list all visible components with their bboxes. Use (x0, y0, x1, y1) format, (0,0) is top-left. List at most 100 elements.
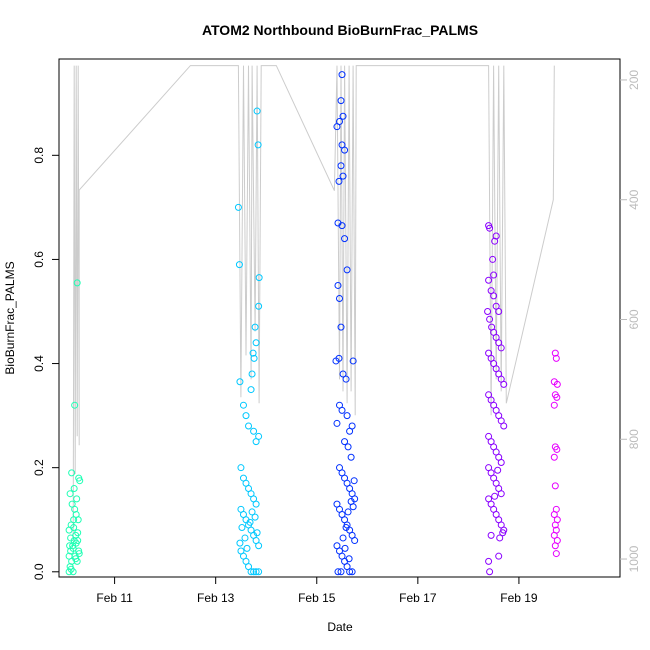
data-point (486, 315, 494, 323)
y-axis: 0.0 0.2 0.4 0.6 0.8 (32, 147, 59, 580)
data-point (69, 544, 77, 552)
data-point (248, 370, 256, 378)
data-point (489, 255, 497, 263)
data-point (66, 490, 74, 498)
data-point (255, 542, 263, 550)
data-point (341, 146, 349, 154)
data-point (485, 276, 493, 284)
data-point (495, 307, 503, 315)
data-point (235, 261, 243, 269)
data-point (71, 505, 79, 513)
data-point (255, 432, 263, 440)
data-point (550, 401, 558, 409)
data-point (339, 112, 347, 120)
data-point (345, 555, 353, 563)
right-tick-label: 600 (627, 309, 641, 329)
data-point (333, 123, 341, 131)
plot-area (58, 58, 621, 578)
data-point (551, 349, 559, 357)
chart-title: ATOM2 Northbound BioBurnFrac_PALMS (202, 22, 478, 38)
data-point (246, 518, 254, 526)
data-point (252, 339, 260, 347)
data-point (255, 274, 263, 282)
data-point (250, 427, 258, 435)
data-point (500, 422, 508, 430)
data-point (342, 375, 350, 383)
right-tick-label: 200 (627, 70, 641, 90)
data-point (236, 539, 244, 547)
data-point (254, 141, 262, 149)
data-point (349, 357, 357, 365)
data-point (487, 531, 495, 539)
right-tick-label: 400 (627, 189, 641, 209)
data-point (490, 292, 498, 300)
data-point (341, 235, 349, 243)
data-point (497, 490, 505, 498)
x-axis-label: Date (327, 620, 353, 634)
data-point (253, 529, 261, 537)
data-point (241, 534, 249, 542)
data-point (347, 453, 355, 461)
data-point (250, 354, 258, 362)
altitude-polyline (72, 65, 555, 542)
data-point (333, 419, 341, 427)
data-point (74, 529, 82, 537)
altitude-line (72, 65, 555, 542)
data-point (350, 477, 358, 485)
data-point (337, 568, 345, 576)
data-point (550, 531, 558, 539)
data-point (75, 550, 83, 558)
data-point (343, 412, 351, 420)
data-point (351, 537, 359, 545)
data-point (552, 550, 560, 558)
data-point (550, 511, 558, 519)
data-point (237, 464, 245, 472)
data-point (338, 406, 346, 414)
data-point (553, 380, 561, 388)
data-point (500, 380, 508, 388)
data-point (344, 443, 352, 451)
data-point (484, 307, 492, 315)
data-point (497, 458, 505, 466)
data-point (255, 568, 263, 576)
data-point (550, 453, 558, 461)
data-point (234, 203, 242, 211)
data-point (349, 503, 357, 511)
data-point (252, 568, 260, 576)
data-point (496, 534, 504, 542)
data-point (490, 271, 498, 279)
data-point (251, 513, 259, 521)
data-point (72, 555, 80, 563)
data-point (238, 524, 246, 532)
data-point (251, 323, 259, 331)
data-point (76, 477, 84, 485)
y-tick-label: 0.8 (32, 147, 46, 164)
data-point (338, 71, 346, 79)
data-point (67, 565, 75, 573)
data-point (341, 438, 349, 446)
data-point (70, 484, 78, 492)
data-point (341, 544, 349, 552)
right-tick-label: 800 (627, 429, 641, 449)
data-point (334, 281, 342, 289)
data-point (337, 97, 345, 105)
data-point (486, 568, 494, 576)
data-point (71, 401, 79, 409)
data-point (73, 495, 81, 503)
data-point (242, 412, 250, 420)
data-point (236, 378, 244, 386)
data-point (551, 482, 559, 490)
data-point (252, 500, 260, 508)
x-tick-label: Feb 19 (500, 591, 538, 605)
data-point (68, 469, 76, 477)
right-axis: 200 400 600 800 1000 (620, 70, 641, 572)
data-point (339, 370, 347, 378)
x-tick-label: Feb 17 (399, 591, 437, 605)
data-point (342, 524, 350, 532)
x-tick-label: Feb 13 (197, 591, 235, 605)
data-point (74, 516, 82, 524)
data-point (497, 344, 505, 352)
y-tick-label: 0.2 (32, 459, 46, 476)
data-point (499, 529, 507, 537)
y-axis-label: BioBurnFrac_PALMS (3, 261, 17, 374)
